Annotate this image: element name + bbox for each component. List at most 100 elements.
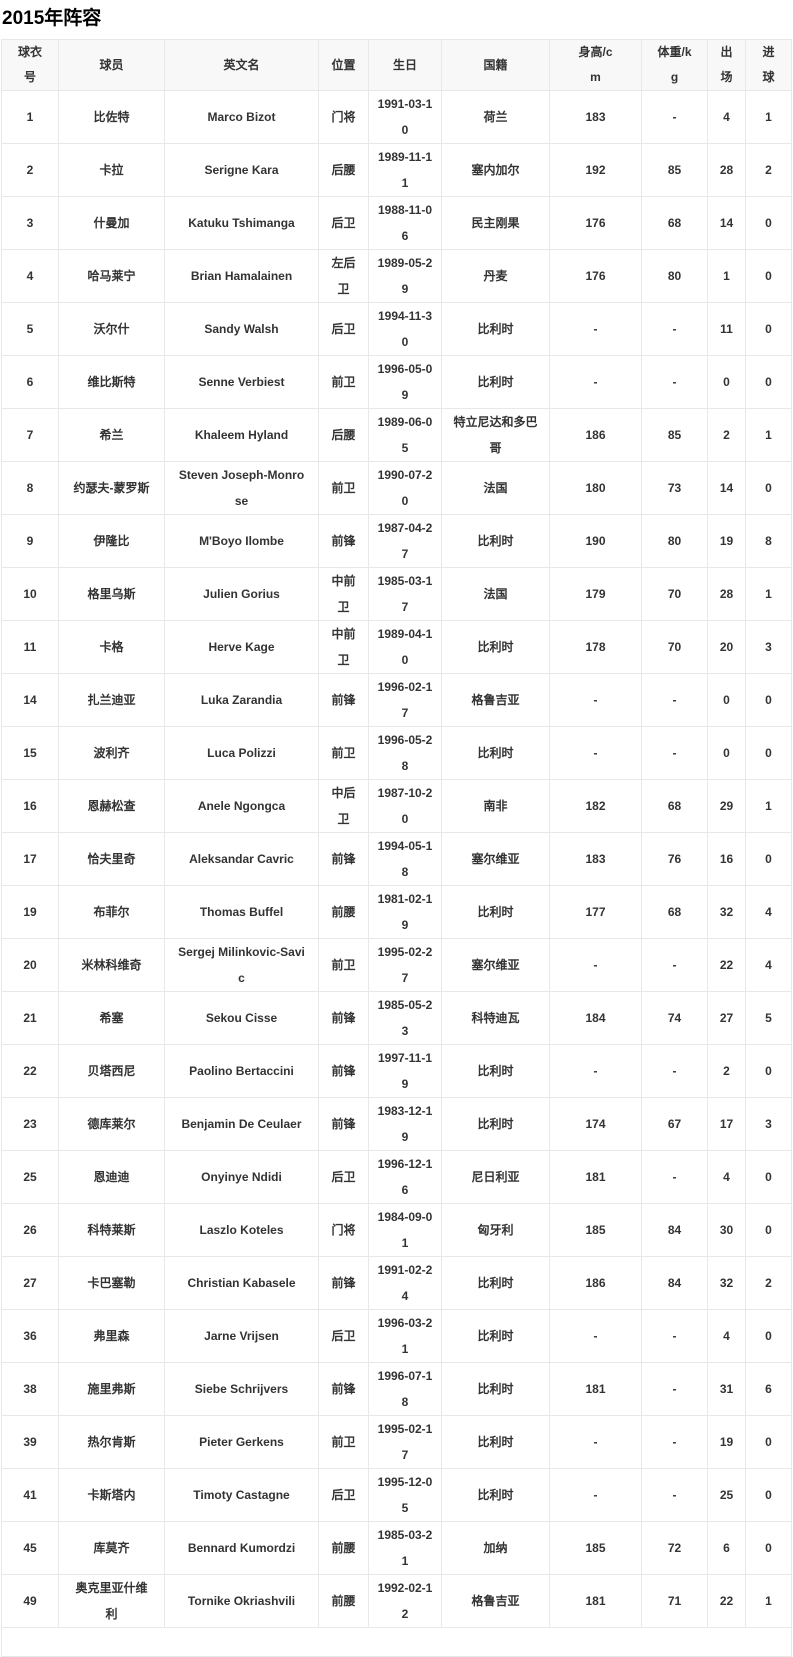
cell-jersey: 6 <box>1 355 59 409</box>
cell-weight: 70 <box>641 620 708 674</box>
cell-value: 84 <box>667 1276 682 1291</box>
cell-value: 1984-09-01 <box>377 1210 433 1250</box>
cell-value: 前锋 <box>331 1117 356 1132</box>
cell-en_name: Brian Hamalainen <box>164 249 319 303</box>
cell-position: 前锋 <box>318 832 369 886</box>
cell-value: 6 <box>26 375 34 390</box>
cell-value: 前腰 <box>331 1594 356 1609</box>
column-header-birthday: 生日 <box>368 39 442 91</box>
cell-jersey: 15 <box>1 726 59 780</box>
cell-birthday: 1983-12-19 <box>368 1097 442 1151</box>
cell-value: - <box>593 1329 598 1344</box>
table-row: 20 米林科维奇 Sergej Milinkovic-Savic 前卫 1995-02-… <box>1 938 792 992</box>
cell-value: 71 <box>667 1594 682 1609</box>
cell-position: 门将 <box>318 1203 369 1257</box>
cell-position: 前锋 <box>318 514 369 568</box>
cell-value: 后卫 <box>331 1170 356 1185</box>
cell-height: 177 <box>549 885 642 939</box>
cell-weight: 71 <box>641 1574 708 1628</box>
cell-nationality: 丹麦 <box>441 249 550 303</box>
cell-birthday: 1987-10-20 <box>368 779 442 833</box>
cell-goals: 0 <box>745 1044 792 1098</box>
cell-player: 卡斯塔内 <box>58 1468 165 1522</box>
cell-birthday: 1981-02-19 <box>368 885 442 939</box>
cell-value: 0 <box>765 852 772 867</box>
cell-value: 28 <box>719 163 734 178</box>
cell-position: 后腰 <box>318 143 369 197</box>
cell-value: - <box>672 375 677 390</box>
page: 2015年阵容 球衣号 球员 英文名 位置 生日 国籍 身高/cm 体重/kg 出场 进球 1 比佐… <box>0 7 793 1657</box>
cell-appearances: 2 <box>707 1044 746 1098</box>
cell-value: 16 <box>719 852 734 867</box>
cell-value: 0 <box>765 746 772 761</box>
cell-en_name: Benjamin De Ceulaer <box>164 1097 319 1151</box>
cell-birthday: 1997-11-19 <box>368 1044 442 1098</box>
cell-nationality: 尼日利亚 <box>441 1150 550 1204</box>
cell-value: 26 <box>23 1223 37 1238</box>
cell-player: 卡格 <box>58 620 165 674</box>
cell-value: - <box>593 1435 598 1450</box>
cell-player: 伊隆比 <box>58 514 165 568</box>
table-row: 14 扎兰迪亚 Luka Zarandia 前锋 1996-02-17 格鲁吉亚 - - 0 0 <box>1 673 792 727</box>
cell-value: 85 <box>667 428 682 443</box>
cell-value: 1981-02-19 <box>377 892 433 932</box>
header-row: 球衣号 球员 英文名 位置 生日 国籍 身高/cm 体重/kg 出场 进球 <box>1 39 792 91</box>
cell-height: 181 <box>549 1362 642 1416</box>
cell-value: 卡巴塞勒 <box>87 1276 136 1291</box>
cell-goals: 0 <box>745 1468 792 1522</box>
cell-player: 德库莱尔 <box>58 1097 165 1151</box>
cell-value: Laszlo Koteles <box>199 1223 284 1238</box>
cell-value: 25 <box>719 1488 734 1503</box>
cell-value: - <box>672 746 677 761</box>
cell-value: 185 <box>585 1223 606 1238</box>
cell-goals: 3 <box>745 1097 792 1151</box>
cell-value: 178 <box>585 640 606 655</box>
cell-goals: 0 <box>745 1150 792 1204</box>
cell-value: 192 <box>585 163 606 178</box>
cell-value: Julien Gorius <box>203 587 280 602</box>
cell-value: 恩迪迪 <box>93 1170 130 1185</box>
cell-value: 186 <box>585 428 606 443</box>
cell-value: 68 <box>667 799 682 814</box>
cell-birthday: 1995-12-05 <box>368 1468 442 1522</box>
cell-value: 1991-03-10 <box>377 97 433 137</box>
cell-player: 希兰 <box>58 408 165 462</box>
cell-appearances: 14 <box>707 196 746 250</box>
cell-goals: 4 <box>745 938 792 992</box>
cell-jersey: 36 <box>1 1309 59 1363</box>
cell-position: 前锋 <box>318 673 369 727</box>
cell-nationality: 比利时 <box>441 1097 550 1151</box>
cell-value: 31 <box>719 1382 734 1397</box>
cell-height: 176 <box>549 196 642 250</box>
cell-value: 比利时 <box>477 375 514 390</box>
cell-en_name: Timoty Castagne <box>164 1468 319 1522</box>
cell-birthday: 1985-05-23 <box>368 991 442 1045</box>
cell-value: Onyinye Ndidi <box>201 1170 282 1185</box>
cell-value: 186 <box>585 1276 606 1291</box>
cell-nationality: 特立尼达和多巴哥 <box>441 408 550 462</box>
cell-nationality: 加纳 <box>441 1521 550 1575</box>
cell-value: 0 <box>765 1329 772 1344</box>
cell-goals: 0 <box>745 832 792 886</box>
cell-value: 16 <box>23 799 37 814</box>
cell-nationality: 比利时 <box>441 355 550 409</box>
column-header-en_name: 英文名 <box>164 39 319 91</box>
cell-value: 前锋 <box>331 1011 356 1026</box>
cell-value: 波利齐 <box>93 746 130 761</box>
table-row: 23 德库莱尔 Benjamin De Ceulaer 前锋 1983-12-19 比利时… <box>1 1097 792 1151</box>
cell-value: 前卫 <box>331 375 356 390</box>
cell-position: 前腰 <box>318 1574 369 1628</box>
cell-value: 2 <box>723 1064 730 1079</box>
cell-value: 后卫 <box>331 1488 356 1503</box>
cell-en_name: Jarne Vrijsen <box>164 1309 319 1363</box>
cell-value: 2 <box>765 163 772 178</box>
cell-value: - <box>593 1488 598 1503</box>
cell-goals: 2 <box>745 143 792 197</box>
cell-weight: - <box>641 355 708 409</box>
cell-value: 尼日利亚 <box>471 1170 520 1185</box>
cell-jersey: 20 <box>1 938 59 992</box>
cell-goals: 1 <box>745 1574 792 1628</box>
cell-jersey: 25 <box>1 1150 59 1204</box>
cell-position: 前锋 <box>318 1362 369 1416</box>
cell-value: 后腰 <box>331 428 356 443</box>
